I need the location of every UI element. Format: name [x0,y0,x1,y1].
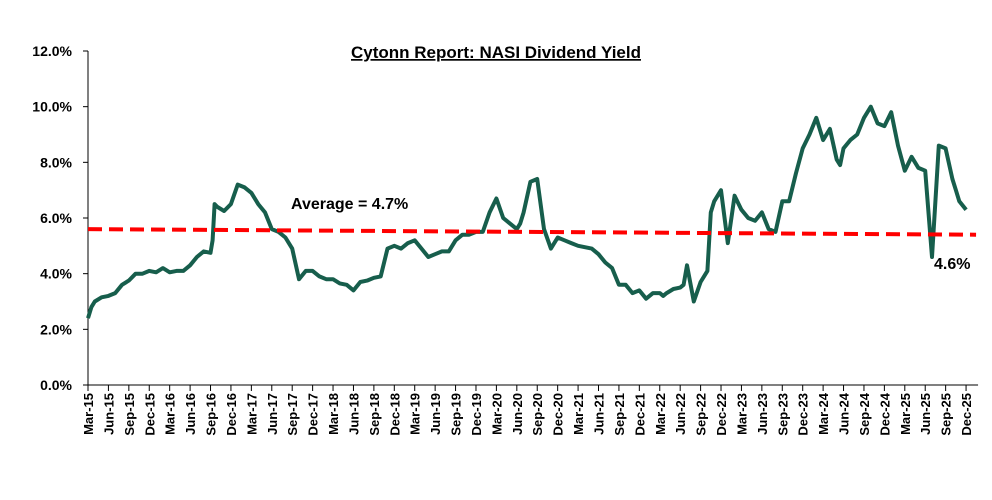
x-tick-label: Jun-21 [592,393,607,435]
x-tick-label: Mar-22 [653,393,668,435]
x-tick-label: Sep-20 [530,393,545,436]
x-tick-label: Dec-24 [877,392,892,435]
x-tick-label: Sep-18 [367,393,382,436]
x-tick-label: Sep-25 [939,393,954,436]
y-tick-label: 12.0% [32,43,72,59]
x-tick-label: Sep-19 [449,393,464,436]
x-tick-label: Dec-15 [142,393,157,436]
x-tick-label: Jun-25 [918,393,933,435]
x-tick-label: Dec-22 [714,393,729,436]
x-tick-label: Mar-24 [816,392,831,435]
y-tick-label: 0.0% [40,377,72,393]
x-tick-label: Sep-23 [775,393,790,436]
y-tick-label: 8.0% [40,154,72,170]
x-tick-label: Mar-19 [408,393,423,435]
x-tick-label: Jun-24 [837,392,852,435]
chart-title: Cytonn Report: NASI Dividend Yield [351,43,641,62]
x-tick-label: Jun-20 [510,393,525,435]
x-tick-label: Sep-17 [285,393,300,436]
average-annotation: Average = 4.7% [291,196,408,213]
x-tick-label: Dec-16 [224,393,239,436]
y-tick-label: 4.0% [40,266,72,282]
x-tick-label: Dec-25 [959,393,974,436]
x-axis: Mar-15 Jun-15 Sep-15 Dec-15 Mar-16 Jun-16 Sep-… [81,384,979,436]
x-tick-label: Dec-19 [469,393,484,436]
x-tick-label: Jun-19 [428,393,443,435]
x-tick-label: Mar-20 [489,393,504,435]
x-tick-label: Jun-15 [101,393,116,435]
x-tick-label: Jun-18 [346,393,361,435]
x-tick-label: Mar-18 [326,393,341,435]
x-tick-label: Mar-21 [571,393,586,435]
x-tick-label: Dec-23 [796,393,811,436]
x-tick-label: Jun-16 [183,393,198,435]
y-tick-label: 2.0% [40,321,72,337]
x-tick-label: Jun-23 [755,393,770,435]
x-tick-label: Jun-22 [673,393,688,435]
y-tick-label: 6.0% [40,210,72,226]
y-axis: 0.0% 2.0% 4.0% 6.0% 8.0% 10.0% 12.0% [32,43,89,393]
dividend-yield-line [86,104,968,319]
x-tick-label: Mar-23 [734,393,749,435]
x-tick-label: Sep-22 [694,393,709,436]
x-tick-label: Mar-16 [163,393,178,435]
latest-value-annotation: 4.6% [934,256,970,273]
x-tick-label: Dec-21 [632,393,647,436]
series-group [86,104,977,319]
x-tick-label: Dec-17 [306,393,321,436]
x-tick-label: Dec-18 [387,393,402,436]
average-line [87,227,977,237]
x-tick-label: Sep-15 [122,393,137,436]
x-tick-label: Mar-25 [898,393,913,435]
x-tick-label: Sep-21 [612,393,627,436]
x-tick-label: Sep-24 [857,392,872,435]
x-tick-label: Sep-16 [204,393,219,436]
x-tick-label: Jun-17 [265,393,280,435]
y-tick-label: 10.0% [32,99,72,115]
x-tick-label: Mar-15 [81,393,96,435]
x-tick-label: Dec-20 [551,393,566,436]
x-tick-label: Mar-17 [244,393,259,435]
